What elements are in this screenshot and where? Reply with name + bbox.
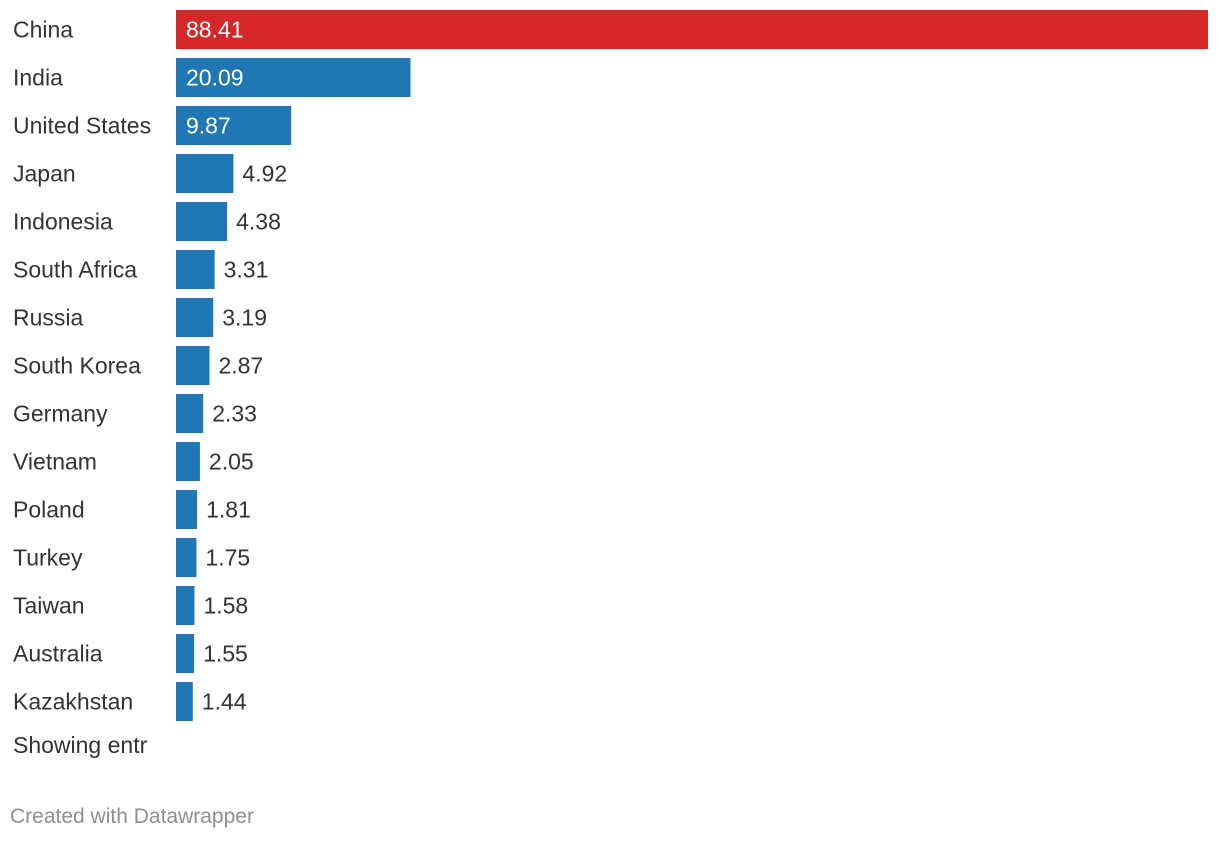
datawrapper-credit[interactable]: Created with Datawrapper bbox=[10, 805, 254, 828]
bar-row-kazakhstan: Kazakhstan 1.44 bbox=[13, 682, 247, 721]
category-label: Turkey bbox=[13, 545, 83, 571]
value-label: 1.75 bbox=[205, 545, 250, 571]
category-label: United States bbox=[13, 113, 151, 139]
category-label: South Africa bbox=[13, 257, 137, 283]
bar-row-germany: Germany 2.33 bbox=[13, 394, 257, 433]
bar-row-taiwan: Taiwan 1.58 bbox=[13, 586, 248, 625]
category-label: Indonesia bbox=[13, 209, 113, 235]
value-label: 3.19 bbox=[222, 305, 267, 331]
bar-row-australia: Australia 1.55 bbox=[13, 634, 248, 673]
bar bbox=[176, 298, 214, 337]
bar-row-south-korea: South Korea 2.87 bbox=[13, 346, 263, 385]
category-label: Poland bbox=[13, 497, 85, 523]
bar-row-united-states: United States 9.87 bbox=[13, 106, 292, 145]
bar bbox=[176, 154, 234, 193]
value-label: 1.58 bbox=[203, 593, 248, 619]
bar-row-turkey: Turkey 1.75 bbox=[13, 538, 250, 577]
bar bbox=[176, 10, 1208, 49]
category-label: Kazakhstan bbox=[13, 689, 133, 715]
category-label: China bbox=[13, 17, 73, 43]
value-label: 1.44 bbox=[202, 689, 247, 715]
category-label: India bbox=[13, 65, 63, 91]
bar bbox=[176, 394, 204, 433]
bar bbox=[176, 490, 198, 529]
bar-row-china: China 88.41 bbox=[13, 10, 1208, 49]
bar bbox=[176, 538, 197, 577]
value-label: 1.81 bbox=[206, 497, 251, 523]
bar bbox=[176, 58, 411, 97]
category-label: Vietnam bbox=[13, 449, 97, 475]
value-label: 9.87 bbox=[186, 113, 231, 139]
category-label: Japan bbox=[13, 161, 76, 187]
bar bbox=[176, 346, 210, 385]
value-label: 2.33 bbox=[212, 401, 257, 427]
value-label: 3.31 bbox=[224, 257, 269, 283]
bar-row-indonesia: Indonesia 4.38 bbox=[13, 202, 281, 241]
value-label: 2.87 bbox=[219, 353, 264, 379]
bar-row-india: India 20.09 bbox=[13, 58, 411, 97]
bar-row-russia: Russia 3.19 bbox=[13, 298, 267, 337]
bar bbox=[176, 634, 195, 673]
value-label: 2.05 bbox=[209, 449, 254, 475]
showing-entries-note: Showing entr bbox=[13, 732, 148, 758]
bar-row-japan: Japan 4.92 bbox=[13, 154, 287, 193]
bar-row-south-africa: South Africa 3.31 bbox=[13, 250, 268, 289]
bar bbox=[176, 202, 228, 241]
value-label: 1.55 bbox=[203, 641, 248, 667]
bar-row-vietnam: Vietnam 2.05 bbox=[13, 442, 254, 481]
category-label: South Korea bbox=[13, 353, 141, 379]
value-label: 4.92 bbox=[242, 161, 287, 187]
bar-row-poland: Poland 1.81 bbox=[13, 490, 251, 529]
bar bbox=[176, 250, 215, 289]
category-label: Australia bbox=[13, 641, 103, 667]
category-label: Russia bbox=[13, 305, 84, 331]
bar bbox=[176, 442, 200, 481]
category-label: Germany bbox=[13, 401, 108, 427]
value-label: 4.38 bbox=[236, 209, 281, 235]
category-label: Taiwan bbox=[13, 593, 85, 619]
bar-chart: China 88.41 India 20.09 United States 9.87 Jap… bbox=[13, 10, 1208, 721]
bar bbox=[176, 586, 195, 625]
bar bbox=[176, 682, 193, 721]
value-label: 20.09 bbox=[186, 65, 244, 91]
value-label: 88.41 bbox=[186, 17, 244, 43]
bar bbox=[176, 106, 292, 145]
